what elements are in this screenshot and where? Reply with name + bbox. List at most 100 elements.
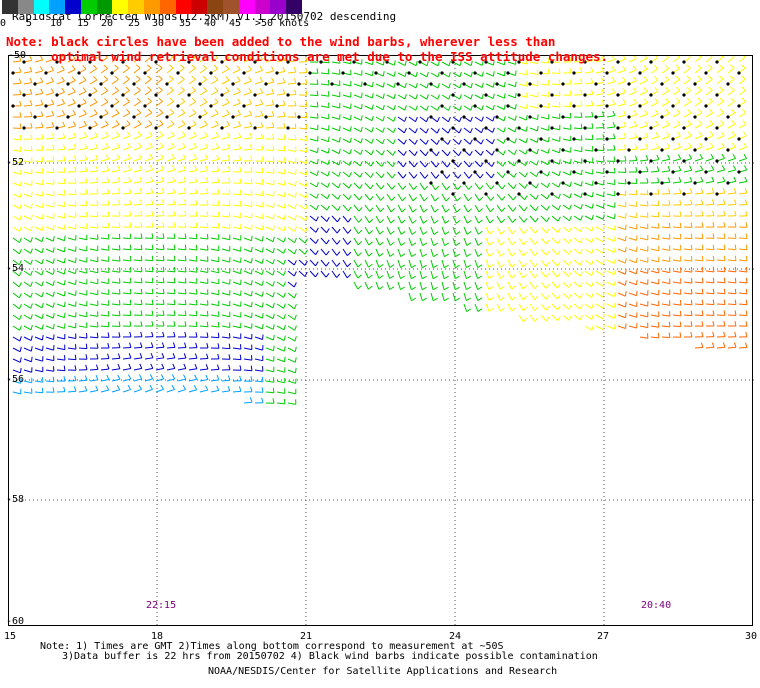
wind-barb bbox=[232, 132, 242, 140]
wind-barb bbox=[100, 200, 110, 206]
wind-barb bbox=[441, 292, 449, 302]
wind-barb bbox=[210, 343, 220, 349]
wind-barb bbox=[683, 75, 691, 85]
wind-barb bbox=[650, 300, 660, 307]
wind-barb bbox=[573, 226, 583, 232]
wind-barb bbox=[364, 115, 374, 122]
quality-flag-circle bbox=[495, 82, 499, 86]
wind-barb bbox=[573, 56, 583, 63]
wind-map-plot-area bbox=[8, 55, 754, 627]
wind-barb bbox=[199, 222, 209, 229]
wind-barb bbox=[265, 281, 275, 287]
wind-barb bbox=[287, 67, 297, 74]
wind-barb bbox=[89, 322, 99, 328]
wind-barb bbox=[133, 244, 143, 251]
wind-barb bbox=[210, 154, 220, 162]
wind-barb bbox=[595, 122, 605, 129]
wind-barb bbox=[331, 270, 341, 278]
wind-barb bbox=[122, 142, 131, 151]
wind-barb bbox=[12, 89, 22, 96]
wind-barb bbox=[45, 190, 55, 197]
quality-flag-circle bbox=[275, 104, 279, 108]
wind-barb bbox=[683, 233, 693, 240]
wind-barb bbox=[353, 193, 363, 201]
quality-flag-circle bbox=[726, 148, 730, 152]
wind-barb bbox=[441, 226, 450, 235]
wind-barb bbox=[111, 86, 120, 96]
wind-barb bbox=[243, 333, 253, 340]
y-tick-label: -52 bbox=[6, 157, 25, 168]
wind-barb bbox=[606, 122, 616, 129]
wind-barb bbox=[386, 127, 396, 134]
wind-barb bbox=[518, 204, 528, 212]
quality-flag-circle bbox=[55, 60, 59, 64]
wind-barb bbox=[408, 105, 418, 111]
wind-barb bbox=[551, 79, 561, 86]
wind-barb bbox=[122, 288, 132, 295]
wind-barb bbox=[221, 200, 231, 207]
wind-barb bbox=[56, 257, 66, 264]
wind-barb bbox=[89, 75, 98, 85]
wind-barb bbox=[573, 181, 583, 187]
wind-barb bbox=[716, 75, 724, 85]
wind-barb bbox=[100, 56, 108, 63]
wind-barb bbox=[716, 210, 726, 217]
wind-barb bbox=[551, 204, 561, 211]
wind-barb bbox=[45, 77, 55, 85]
wind-barb bbox=[650, 211, 660, 218]
wind-barb bbox=[67, 65, 76, 74]
wind-barb bbox=[89, 300, 99, 307]
wind-barb bbox=[375, 93, 385, 99]
wind-barb bbox=[408, 193, 418, 202]
wind-barb bbox=[672, 75, 680, 85]
wind-barb bbox=[12, 237, 22, 244]
wind-barb bbox=[518, 292, 528, 301]
quality-flag-circle bbox=[616, 60, 620, 64]
quality-flag-circle bbox=[660, 82, 664, 86]
wind-barb bbox=[243, 397, 253, 404]
quality-flag-circle bbox=[605, 170, 609, 174]
wind-barb bbox=[419, 292, 427, 302]
wind-barb bbox=[474, 259, 483, 268]
wind-barb bbox=[144, 244, 154, 251]
wind-barb bbox=[78, 322, 88, 328]
wind-barb bbox=[56, 235, 66, 242]
wind-barb bbox=[584, 78, 594, 85]
wind-barb bbox=[45, 334, 55, 340]
wind-barb bbox=[463, 237, 472, 246]
wind-barb bbox=[166, 131, 175, 140]
quality-flag-circle bbox=[572, 137, 576, 141]
wind-barb bbox=[727, 153, 737, 162]
wind-barb bbox=[408, 281, 416, 291]
wind-barb bbox=[188, 267, 198, 273]
wind-barb bbox=[474, 248, 483, 257]
wind-barb bbox=[386, 259, 395, 268]
wind-barb bbox=[287, 399, 297, 405]
wind-barb bbox=[56, 280, 66, 286]
quality-flag-circle bbox=[550, 126, 554, 130]
wind-barb bbox=[243, 178, 253, 185]
wind-barb bbox=[661, 120, 670, 129]
quality-flag-circle bbox=[121, 126, 125, 130]
wind-barb bbox=[507, 193, 517, 201]
wind-barb bbox=[166, 56, 174, 63]
wind-barb bbox=[672, 142, 682, 151]
wind-barb bbox=[474, 82, 484, 89]
wind-barb bbox=[298, 181, 308, 187]
wind-barb bbox=[342, 126, 352, 132]
wind-barb bbox=[408, 160, 418, 168]
wind-barb bbox=[518, 149, 528, 155]
wind-barb bbox=[12, 146, 22, 152]
wind-barb bbox=[353, 126, 363, 133]
wind-barb bbox=[177, 188, 187, 195]
wind-barb bbox=[672, 120, 681, 129]
wind-barb bbox=[265, 122, 275, 129]
quality-flag-circle bbox=[583, 60, 587, 64]
quality-flag-circle bbox=[253, 60, 257, 64]
wind-barb bbox=[188, 211, 198, 217]
wind-barb bbox=[606, 291, 616, 298]
quality-flag-circle bbox=[187, 126, 191, 130]
quality-flag-circle bbox=[429, 82, 433, 86]
quality-flag-circle bbox=[627, 115, 631, 119]
wind-barb bbox=[727, 244, 737, 251]
